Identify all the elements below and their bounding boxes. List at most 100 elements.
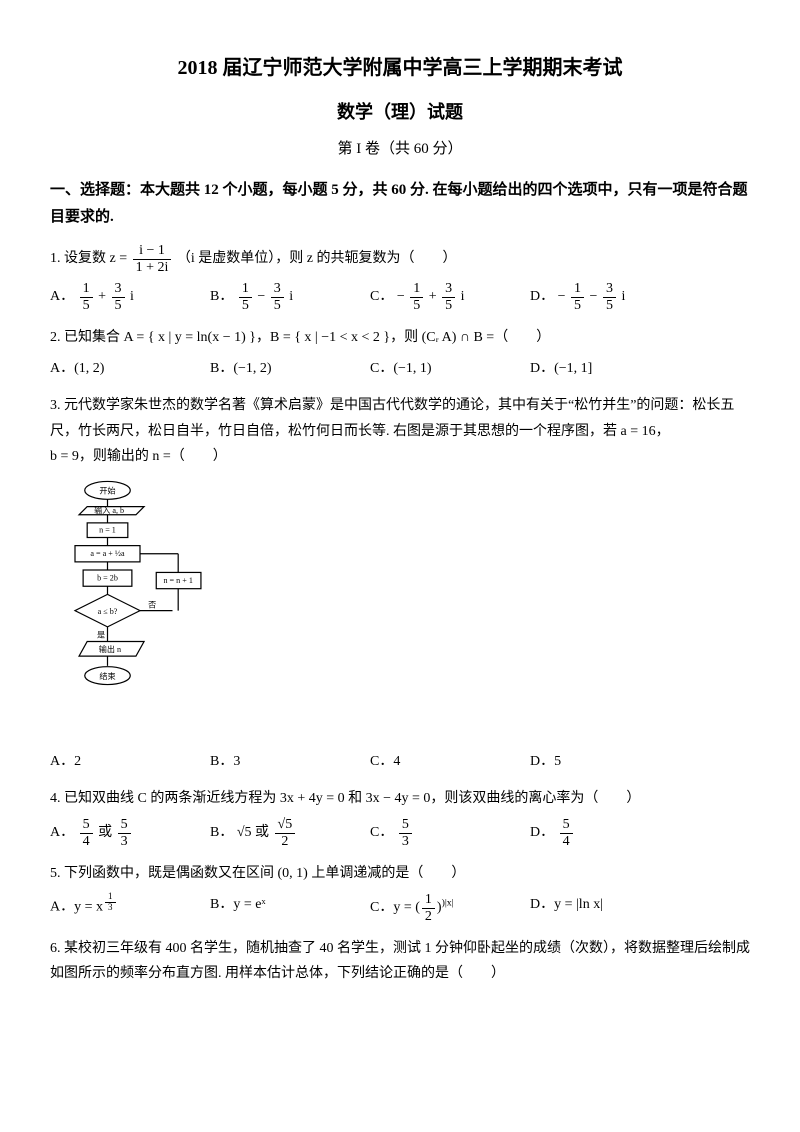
q4-option-c[interactable]: C． 53: [370, 817, 490, 849]
exp: )|x|: [442, 898, 454, 909]
q2-option-a[interactable]: A．(1, 2): [50, 356, 170, 381]
q6-stem: 6. 某校初三年级有 400 名学生，随机抽查了 40 名学生，测试 1 分钟仰…: [50, 936, 750, 986]
q1-stem-pre: 1. 设复数 z =: [50, 252, 131, 267]
q5-stem: 5. 下列函数中，既是偶函数又在区间 (0, 1) 上单调递减的是（ ）: [50, 861, 750, 886]
q2-option-b[interactable]: B．(−1, 2): [210, 356, 330, 381]
q5-option-a[interactable]: A．y = x13: [50, 892, 170, 924]
q1-frac-den: 1 + 2i: [133, 260, 172, 275]
neg: −: [558, 289, 569, 304]
opt-post: ))|x|: [437, 900, 454, 915]
opt-label: A．: [50, 289, 74, 304]
part-title: 第 I 卷（共 60 分）: [50, 136, 750, 163]
subject-title: 数学（理）试题: [50, 96, 750, 128]
f-n: 3: [442, 281, 455, 297]
q3-stem-2: b = 9，则输出的 n =（ ）: [50, 444, 750, 469]
question-5: 5. 下列函数中，既是偶函数又在区间 (0, 1) 上单调递减的是（ ） A．y…: [50, 861, 750, 924]
f-d: 5: [271, 298, 284, 313]
f-n: 5: [560, 817, 573, 833]
mid: +: [98, 289, 109, 304]
f-n: 5: [118, 817, 131, 833]
f-d: 4: [560, 834, 573, 849]
flow-init: n = 1: [99, 526, 116, 535]
flow-start: 开始: [99, 486, 115, 496]
f-n: 3: [271, 281, 284, 297]
q3-option-d[interactable]: D．5: [530, 749, 650, 774]
opt-label: B．: [210, 289, 233, 304]
flow-inc: n = n + 1: [163, 576, 192, 585]
f-d: 5: [239, 298, 252, 313]
question-2: 2. 已知集合 A = { x | y = ln(x − 1) }，B = { …: [50, 325, 750, 381]
q1-option-d[interactable]: D． − 15 − 35 i: [530, 281, 650, 313]
flow-no-label: 否: [148, 600, 156, 609]
q4-option-b[interactable]: B． √5 或 √52: [210, 817, 330, 849]
f-n: 3: [603, 281, 616, 297]
opt-label: C．: [370, 825, 393, 840]
flow-cond: a ≤ b?: [98, 607, 118, 616]
opt-label: A．: [50, 825, 74, 840]
section-instructions: 一、选择题：本大题共 12 个小题，每小题 5 分，共 60 分. 在每小题给出…: [50, 177, 750, 231]
q5-option-c[interactable]: C．y = (12))|x|: [370, 892, 490, 924]
flow-step-a: a = a + ½a: [90, 549, 125, 558]
f-d: 5: [571, 298, 584, 313]
q3-option-c[interactable]: C．4: [370, 749, 490, 774]
f-d: 3: [399, 834, 412, 849]
q3-stem-1: 3. 元代数学家朱世杰的数学名著《算术启蒙》是中国古代代数学的通论，其中有关于“…: [50, 393, 750, 443]
opt-label: C．: [370, 289, 393, 304]
opt-label: D．: [530, 825, 554, 840]
question-4: 4. 已知双曲线 C 的两条渐近线方程为 3x + 4y = 0 和 3x − …: [50, 786, 750, 849]
mid: 或: [98, 825, 116, 840]
q1-frac-num: i − 1: [133, 243, 172, 259]
mid: −: [257, 289, 268, 304]
mid: +: [429, 289, 440, 304]
q4-option-d[interactable]: D． 54: [530, 817, 650, 849]
f-n: √5: [275, 817, 296, 833]
flowchart-diagram: 开始 输入 a, b n = 1 a = a + ½a b = 2b a ≤ b…: [50, 479, 230, 739]
flowchart-svg: 开始 输入 a, b n = 1 a = a + ½a b = 2b a ≤ b…: [50, 479, 230, 739]
q3-options: A．2 B．3 C．4 D．5: [50, 749, 750, 774]
q2-option-c[interactable]: C．(−1, 1): [370, 356, 490, 381]
q3-option-b[interactable]: B．3: [210, 749, 330, 774]
f-n: 1: [239, 281, 252, 297]
f-d: 3: [105, 903, 116, 913]
f-d: 5: [603, 298, 616, 313]
q1-option-a[interactable]: A． 15 + 35 i: [50, 281, 170, 313]
f-n: 1: [571, 281, 584, 297]
f-d: 5: [442, 298, 455, 313]
question-1: 1. 设复数 z = i − 1 1 + 2i （i 是虚数单位），则 z 的共…: [50, 243, 750, 313]
q4-options: A． 54 或 53 B． √5 或 √52 C． 53 D． 54: [50, 817, 750, 849]
mid: 或: [255, 825, 273, 840]
f-d: 3: [118, 834, 131, 849]
q1-stem-post: （i 是虚数单位），则 z 的共轭复数为（ ）: [177, 252, 457, 267]
sqrt: √5: [237, 825, 252, 840]
flow-step-b: b = 2b: [97, 573, 118, 582]
tail: i: [130, 289, 134, 304]
opt-pre: C．y = (: [370, 900, 420, 915]
q5-option-b[interactable]: B．y = eˣ: [210, 892, 330, 924]
f-d: 2: [275, 834, 296, 849]
tail: i: [461, 289, 465, 304]
f-n: 1: [422, 892, 435, 908]
tail: i: [621, 289, 625, 304]
flow-input: 输入 a, b: [94, 505, 124, 515]
f-n: 3: [112, 281, 125, 297]
question-3: 3. 元代数学家朱世杰的数学名著《算术启蒙》是中国古代代数学的通论，其中有关于“…: [50, 393, 750, 774]
q2-option-d[interactable]: D．(−1, 1]: [530, 356, 650, 381]
q4-option-a[interactable]: A． 54 或 53: [50, 817, 170, 849]
q1-option-c[interactable]: C． − 15 + 35 i: [370, 281, 490, 313]
f-n: 1: [410, 281, 423, 297]
f-d: 5: [410, 298, 423, 313]
flow-yes-label: 是: [97, 630, 105, 639]
q3-option-a[interactable]: A．2: [50, 749, 170, 774]
opt-label: D．: [530, 289, 554, 304]
flow-output: 输出 n: [99, 644, 121, 654]
opt-body: A．y = x: [50, 900, 103, 915]
f-n: 5: [399, 817, 412, 833]
q1-option-b[interactable]: B． 15 − 35 i: [210, 281, 330, 313]
q1-frac: i − 1 1 + 2i: [133, 243, 172, 275]
q5-option-d[interactable]: D．y = |ln x|: [530, 892, 650, 924]
tail: i: [289, 289, 293, 304]
f-d: 4: [80, 834, 93, 849]
q1-options: A． 15 + 35 i B． 15 − 35 i C． − 15 + 35 i…: [50, 281, 750, 313]
q2-stem: 2. 已知集合 A = { x | y = ln(x − 1) }，B = { …: [50, 325, 750, 350]
opt-label: B．: [210, 825, 233, 840]
